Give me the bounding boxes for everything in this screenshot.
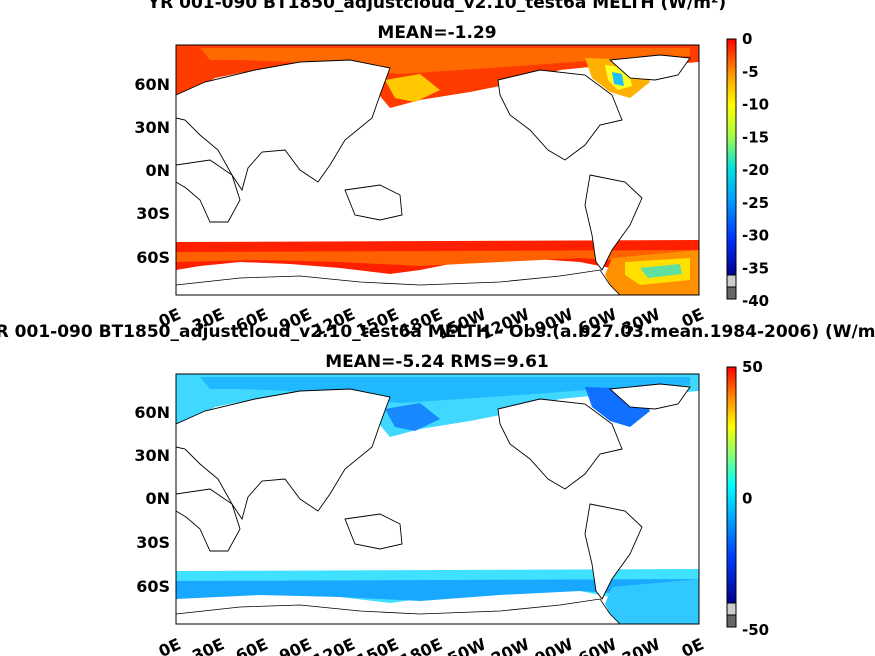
colorbar-tick-0-8: -40 [742,292,769,310]
bottom-title-line2: MEAN=-5.24 RMS=9.61 [325,352,549,372]
top-region-weddell-blue [640,264,682,278]
xlabel-1-4: 120E [310,634,358,656]
xlabel-1-5: 150E [353,634,401,656]
xlabel-1-2: 60E [233,634,271,656]
colorbar-tick-1-0: 50 [742,358,763,376]
xlabel-1-6: 180E [397,634,445,656]
top-title-line2: MEAN=-1.29 [377,23,496,43]
bottom-ylabel-60S: 60S [136,577,170,596]
xlabel-1-11: 30W [619,634,664,656]
bottom-colorbar-ticks: 50 0 -50 [742,358,769,639]
bottom-region-weddell [605,579,699,624]
top-region-okhotsk [385,74,440,102]
top-region-arctic-inner [200,48,690,74]
colorbar-tick-0-0: 0 [742,30,752,48]
bottom-map [176,374,699,624]
colorbar-tick-0-5: -25 [742,194,769,212]
bottom-map-frame [175,373,700,625]
colorbar-tick-0-6: -30 [742,227,769,245]
top-colorbar-gradient [726,38,737,276]
top-map [176,45,699,295]
xlabel-1-7: 150W [434,634,489,656]
colorbar-tick-1-2: -50 [742,621,769,639]
bottom-ylabel-60N: 60N [134,403,170,422]
bottom-region-okhotsk [385,403,440,431]
xlabel-1-1: 30E [189,634,227,656]
top-ylabel-30S: 30S [136,204,170,223]
bottom-title-line1: YR 001-090 BT1850_adjustcloud_v2.10_test… [0,322,875,342]
top-title-line1: YR 001-090 BT1850_adjustcloud_v2.10_test… [147,0,726,13]
top-colorbar-under [726,274,737,288]
top-y-ticks: 60N 30N 0N 30S 60S [134,75,170,267]
bottom-colorbar-under [726,602,737,616]
top-ylabel-30N: 30N [134,118,170,137]
colorbar-tick-0-4: -20 [742,161,769,179]
bottom-colorbar-gradient [726,366,737,604]
top-map-frame [175,44,700,296]
bottom-y-ticks: 60N 30N 0N 30S 60S [134,403,170,596]
colorbar-tick-1-1: 0 [742,490,752,508]
top-colorbar: 0 -5 -10 -15 -20 -25 -30 -35 -40 [726,30,769,310]
colorbar-tick-0-7: -35 [742,259,769,277]
colorbar-tick-0-3: -15 [742,128,769,146]
top-region-baffin-blue [612,72,624,86]
bottom-colorbar: 50 0 -50 [726,358,769,639]
top-ylabel-60N: 60N [134,75,170,94]
bottom-ylabel-30N: 30N [134,446,170,465]
xlabel-1-8: 120W [478,634,533,656]
top-region-southern-ocean-inner [176,250,699,266]
top-colorbar-ticks: 0 -5 -10 -15 -20 -25 -30 -35 -40 [742,30,769,310]
bottom-region-southern-ocean-inner [176,579,699,601]
top-colorbar-under2 [726,286,737,300]
colorbar-tick-0-1: -5 [742,63,759,81]
top-ylabel-60S: 60S [136,248,170,267]
xlabel-1-10: 60W [575,634,620,656]
xlabel-1-0: 0E [156,634,184,656]
bottom-colorbar-under2 [726,614,737,628]
colorbar-tick-0-2: -10 [742,96,769,114]
bottom-region-arctic-inner [200,377,690,403]
bottom-ylabel-30S: 30S [136,533,170,552]
top-ylabel-0N: 0N [145,161,170,180]
bottom-ylabel-0N: 0N [145,489,170,508]
xlabel-1-12: 0E [679,634,707,656]
xlabel-1-9: 90W [532,634,577,656]
